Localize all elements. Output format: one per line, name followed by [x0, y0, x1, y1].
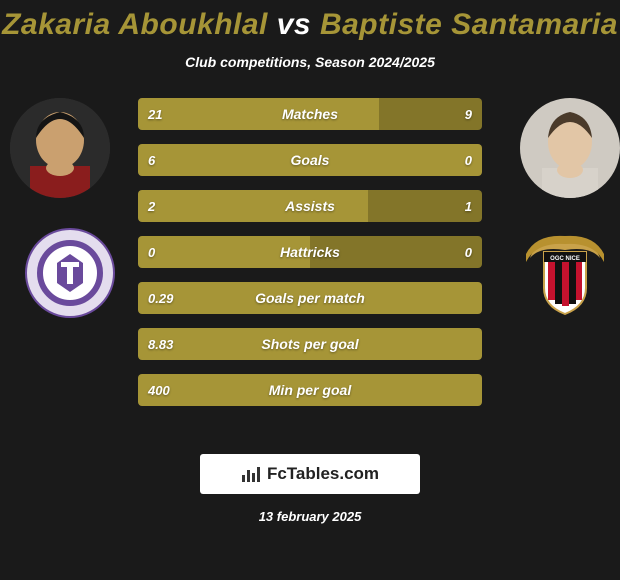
stat-label: Min per goal [138, 374, 482, 406]
stat-value-left: 0 [148, 236, 155, 268]
stat-row: Matches21 9 [138, 98, 482, 130]
fctables-brand[interactable]: FcTables.com [200, 454, 420, 494]
player-1-face-icon [10, 98, 110, 198]
player-2-club-badge: OGC NICE [520, 228, 610, 318]
stat-row: Shots per goal8.83 [138, 328, 482, 360]
stat-row: Hattricks0 0 [138, 236, 482, 268]
nice-badge-icon: OGC NICE [520, 228, 610, 318]
stat-value-right: 1 [465, 190, 472, 222]
stat-value-left: 8.83 [148, 328, 173, 360]
stat-row: Min per goal400 [138, 374, 482, 406]
footer-date: 13 february 2025 [0, 509, 620, 524]
stat-value-right: 0 [465, 144, 472, 176]
stat-label: Goals per match [138, 282, 482, 314]
player-1-name: Zakaria Aboukhlal [2, 8, 268, 41]
stat-row: Goals per match0.29 [138, 282, 482, 314]
stat-label: Hattricks [138, 236, 482, 268]
stat-value-left: 6 [148, 144, 155, 176]
stat-row: Assists2 1 [138, 190, 482, 222]
comparison-title: Zakaria Aboukhlal vs Baptiste Santamaria [0, 0, 620, 42]
player-1-club-badge [25, 228, 115, 318]
vs-separator: vs [277, 8, 311, 41]
player-2-face-icon [520, 98, 620, 198]
player-2-avatar [520, 98, 620, 198]
bars-chart-icon [241, 464, 261, 484]
player-2-name: Baptiste Santamaria [320, 8, 618, 41]
stat-value-right: 9 [465, 98, 472, 130]
stat-bars: Matches219Goals60Assists21Hattricks00Goa… [138, 98, 482, 420]
stat-label: Goals [138, 144, 482, 176]
stat-value-left: 2 [148, 190, 155, 222]
stat-value-left: 0.29 [148, 282, 173, 314]
season-subtitle: Club competitions, Season 2024/2025 [0, 54, 620, 70]
stat-label: Assists [138, 190, 482, 222]
stat-value-left: 400 [148, 374, 170, 406]
stat-value-left: 21 [148, 98, 162, 130]
brand-text: FcTables.com [267, 464, 379, 484]
svg-text:OGC NICE: OGC NICE [550, 256, 580, 262]
stat-label: Matches [138, 98, 482, 130]
stat-label: Shots per goal [138, 328, 482, 360]
stat-value-right: 0 [465, 236, 472, 268]
comparison-content: OGC NICE Matches219Goals60Assists21Hattr… [0, 98, 620, 438]
toulouse-badge-icon [25, 228, 115, 318]
stat-row: Goals6 0 [138, 144, 482, 176]
player-1-avatar [10, 98, 110, 198]
